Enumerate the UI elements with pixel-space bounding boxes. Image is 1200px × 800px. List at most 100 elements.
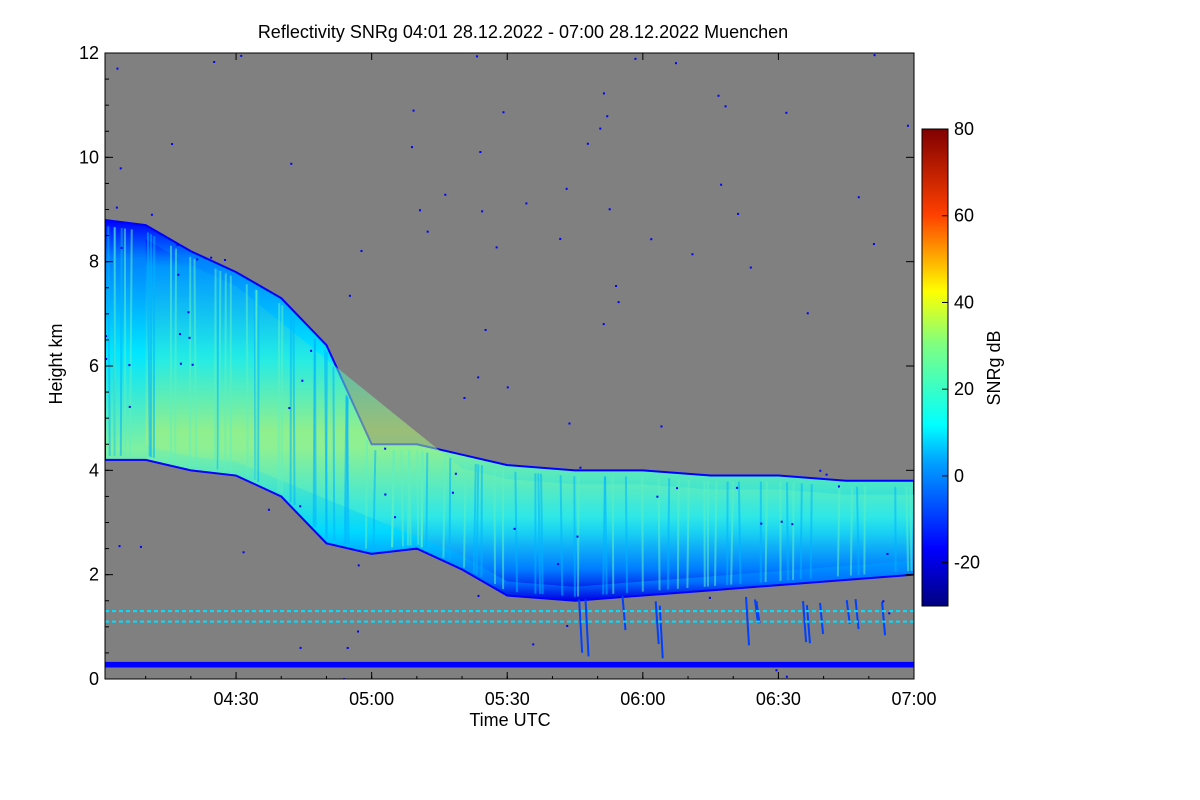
fall-streak <box>113 227 117 456</box>
noise-dot <box>120 246 123 249</box>
noise-dot <box>412 109 415 112</box>
noise-dot <box>873 54 876 57</box>
noise-dot <box>128 405 131 408</box>
fall-streak <box>764 481 768 582</box>
x-tick-label: 06:30 <box>756 689 801 709</box>
colorbar: -20 0 20 40 60 80 SNRg dB <box>921 119 1004 607</box>
colorbar-gradient <box>921 128 949 607</box>
noise-dot <box>615 285 618 288</box>
noise-dot <box>267 508 270 511</box>
y-tick-label: 8 <box>89 252 99 272</box>
noise-dot <box>150 213 153 216</box>
chart-title: Reflectivity SNRg 04:01 28.12.2022 - 07:… <box>258 22 788 42</box>
fall-streak <box>666 478 671 590</box>
noise-dot <box>105 357 108 360</box>
virga-streak <box>819 602 825 635</box>
fall-streak <box>573 476 576 597</box>
y-tick-label: 2 <box>89 565 99 585</box>
colorbar-ticks: -20 0 20 40 60 80 <box>942 119 980 573</box>
fall-streak <box>730 481 735 585</box>
noise-dot <box>187 311 190 314</box>
colorbar-tick-label: 40 <box>954 292 974 312</box>
fall-streak <box>213 268 217 470</box>
noise-dot <box>650 238 653 241</box>
noise-dot <box>717 94 720 97</box>
y-tick-label: 4 <box>89 460 99 480</box>
fall-streak <box>641 476 644 592</box>
fall-streak <box>604 476 608 595</box>
noise-dot <box>484 328 487 331</box>
noise-dot <box>724 105 727 108</box>
noise-dot <box>384 447 387 450</box>
noise-dot <box>906 124 909 127</box>
colorbar-tick-label: -20 <box>954 553 980 573</box>
y-tick-label: 6 <box>89 356 99 376</box>
noise-dot <box>708 596 711 599</box>
noise-dot <box>451 491 454 494</box>
cloud-echo-layer <box>105 218 914 659</box>
fall-streak <box>277 303 281 492</box>
fall-streak <box>425 452 429 550</box>
noise-dot <box>288 407 291 410</box>
noise-dot <box>888 612 891 615</box>
noise-dot <box>299 646 302 649</box>
noise-dot <box>674 62 677 65</box>
fall-streak <box>686 479 690 589</box>
noise-dot <box>444 193 447 196</box>
noise-dot <box>791 523 794 526</box>
noise-dot <box>579 466 582 469</box>
x-tick-label: 05:00 <box>349 689 394 709</box>
plot-area <box>105 53 914 679</box>
noise-dot <box>116 67 119 70</box>
noise-dot <box>475 55 478 58</box>
fall-streak <box>217 270 222 470</box>
fall-streak <box>514 471 518 593</box>
noise-dot <box>737 212 740 215</box>
noise-dot <box>188 336 191 339</box>
noise-dot <box>415 548 418 551</box>
noise-dot <box>240 54 243 57</box>
noise-dot <box>513 527 516 530</box>
noise-dot <box>394 516 397 519</box>
noise-dot <box>203 256 206 259</box>
noise-dot <box>290 162 293 165</box>
noise-dot <box>602 323 605 326</box>
noise-dot <box>602 92 605 95</box>
fall-streak <box>400 450 404 547</box>
noise-dot <box>118 545 121 548</box>
fall-streak <box>676 479 680 589</box>
fall-streak <box>332 366 336 541</box>
noise-dot <box>410 146 413 149</box>
fall-streak <box>786 482 789 581</box>
noise-dot <box>384 493 387 496</box>
noise-dot <box>357 630 360 633</box>
noise-dot <box>223 259 226 262</box>
fall-streak <box>905 486 910 572</box>
noise-dot <box>568 422 571 425</box>
fall-streak <box>193 258 198 467</box>
y-tick-label: 12 <box>79 43 99 63</box>
fall-streak <box>714 481 718 586</box>
virga-streak <box>881 601 887 636</box>
noise-dot <box>608 208 611 211</box>
noise-dot <box>196 258 199 261</box>
ground-clutter-lines <box>105 610 914 668</box>
colorbar-label: SNRg dB <box>984 330 1004 405</box>
x-axis-label: Time UTC <box>469 710 550 730</box>
fall-streak <box>245 284 249 477</box>
noise-dot <box>481 210 484 213</box>
fall-streak <box>372 450 377 550</box>
noise-dot <box>105 335 108 338</box>
noise-dot <box>676 487 679 490</box>
noise-dot <box>617 301 620 304</box>
noise-dot <box>310 349 313 352</box>
y-axis: 0 2 4 6 8 10 12 <box>79 43 914 689</box>
noise-dot <box>576 535 579 538</box>
fall-streak <box>325 351 328 540</box>
noise-dot <box>477 594 480 597</box>
fall-streak <box>809 484 813 579</box>
echo-core <box>145 239 914 587</box>
noise-dot <box>139 545 142 548</box>
virga-streak <box>621 595 627 631</box>
noise-dot <box>301 379 304 382</box>
